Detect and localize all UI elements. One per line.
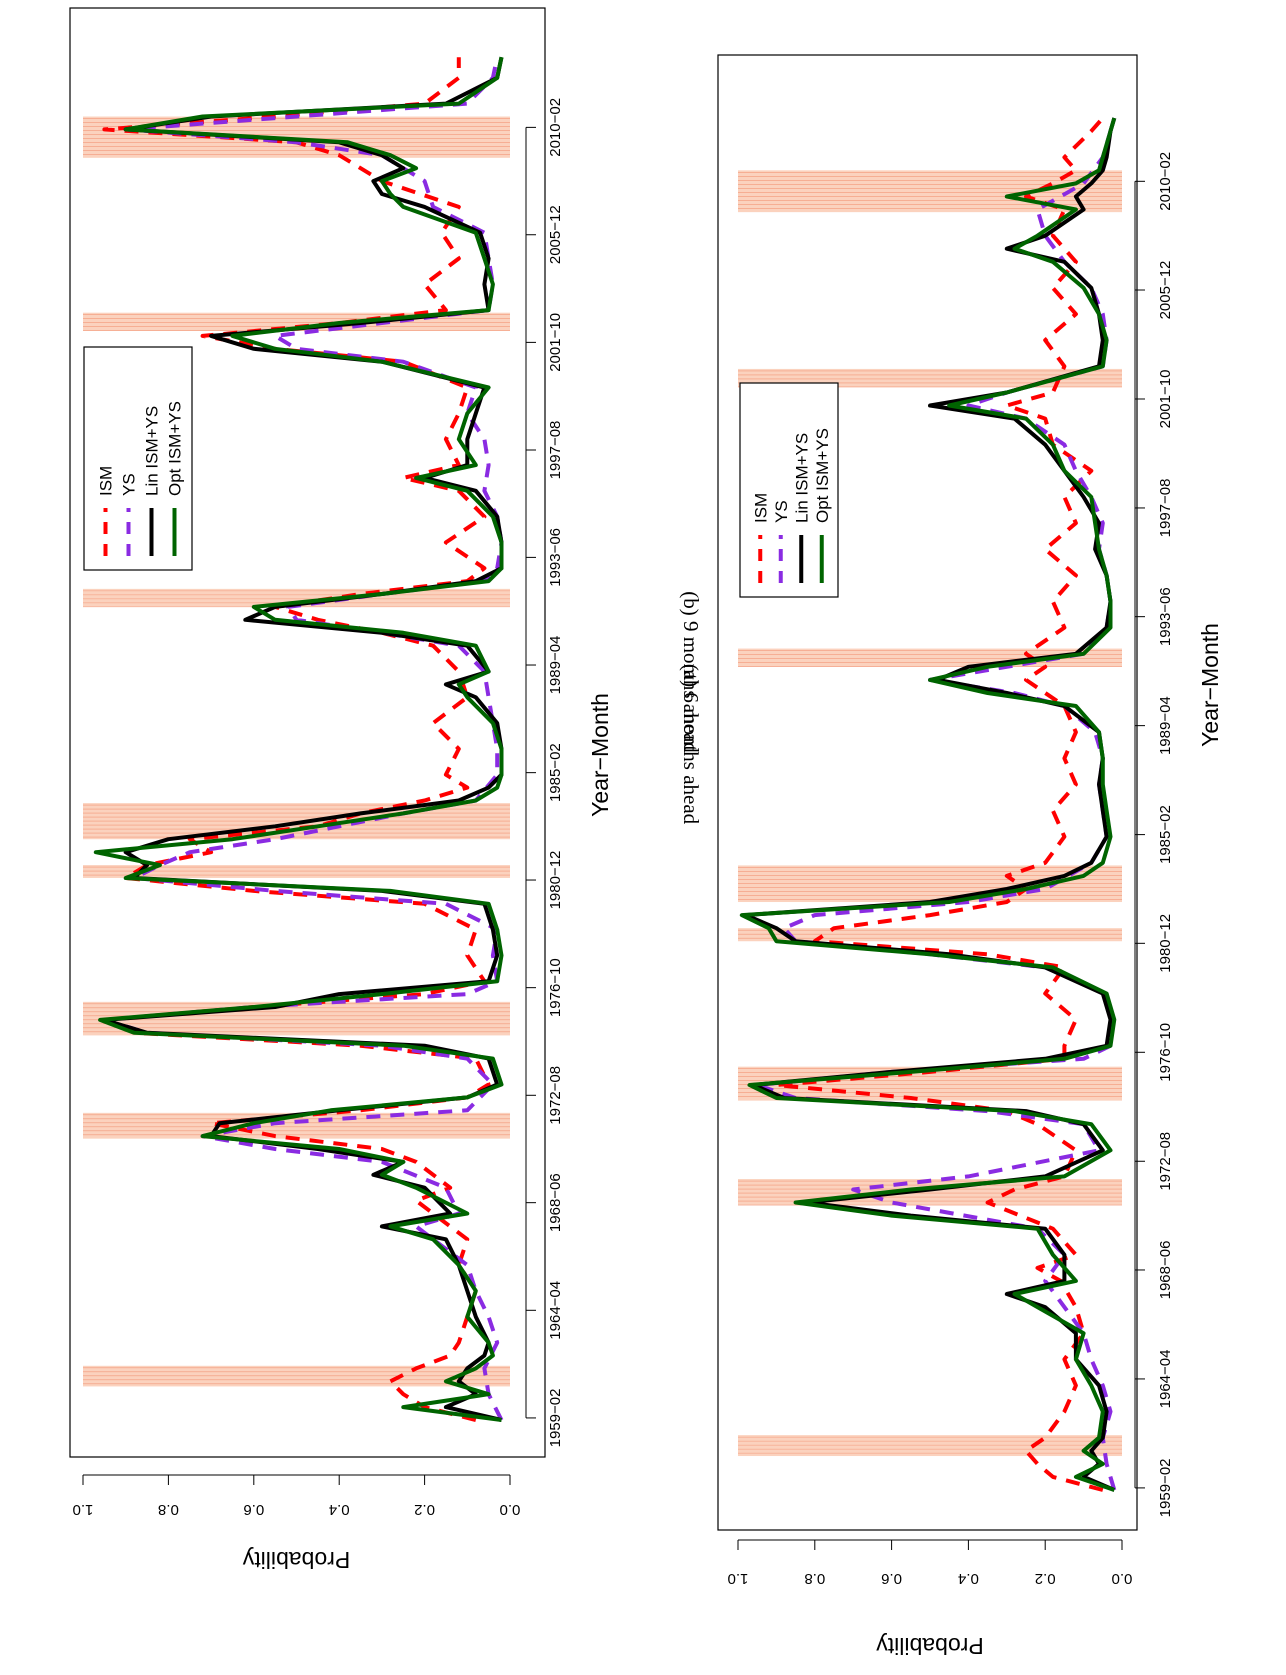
- chart-6-months: 1959−02 1964−04 1968−06 1972−08 1976−10 1980−…: [69, 7, 613, 1573]
- y-tick-label: 0.6: [243, 1501, 264, 1518]
- x-tick-label: 1993−06: [1157, 587, 1174, 646]
- x-tick-label: 1959−02: [1157, 1458, 1174, 1517]
- x-tick-label: 1989−04: [1157, 696, 1174, 755]
- legend-label: Opt ISM+YS: [166, 401, 185, 496]
- recession-band-fill: [83, 1001, 510, 1036]
- recession-band: [83, 1365, 510, 1387]
- x-axis-title: Year−Month: [1197, 623, 1223, 747]
- recession-band: [738, 865, 1122, 903]
- panel-a-caption: (a) 6 months ahead: [679, 664, 703, 825]
- y-tick-label: 0.4: [958, 1570, 979, 1587]
- series-line: [93, 56, 504, 1422]
- legend: ISM YS Lin ISM+YS Opt ISM+YS: [739, 382, 839, 598]
- legend-label: Opt ISM+YS: [813, 428, 832, 523]
- x-tick-label: 1997−08: [547, 421, 564, 480]
- x-tick-label: 1968−06: [547, 1173, 564, 1232]
- x-tick-label: 2010−02: [1157, 152, 1174, 211]
- series-line: [739, 117, 1117, 1492]
- y-tick-label: 0.0: [500, 1501, 521, 1518]
- y-tick-label: 0.8: [158, 1501, 179, 1518]
- x-tick-label: 1985−02: [547, 743, 564, 802]
- legend-label: Lin ISM+YS: [143, 406, 162, 496]
- chart-9-months: 1959−02 1964−04 1968−06 1972−08 1976−10 1980−…: [717, 54, 1223, 1659]
- x-tick-label: 1980−12: [1157, 914, 1174, 973]
- legend-label: ISM: [751, 493, 770, 523]
- x-tick-label: 2001−10: [547, 313, 564, 372]
- recession-band-fill: [83, 1365, 510, 1387]
- x-tick-label: 1964−04: [1157, 1350, 1174, 1409]
- series-line: [102, 56, 504, 1421]
- x-tick-label: 1989−04: [547, 636, 564, 695]
- x-tick-label: 1976−10: [547, 958, 564, 1017]
- x-tick-label: 1968−06: [1157, 1241, 1174, 1300]
- y-tick-label: 0.4: [329, 1501, 350, 1518]
- x-tick-label: 1980−12: [547, 851, 564, 910]
- y-tick-label: 0.0: [1112, 1570, 1133, 1587]
- legend-label: YS: [120, 473, 139, 496]
- y-tick-label: 0.6: [881, 1570, 902, 1587]
- x-tick-label: 1985−02: [1157, 805, 1174, 864]
- x-tick-label: 1976−10: [1157, 1023, 1174, 1082]
- x-tick-label: 2005−12: [1157, 261, 1174, 320]
- series-line: [102, 57, 491, 1422]
- x-tick-label: 1972−08: [1157, 1132, 1174, 1191]
- recession-band-fill: [83, 865, 510, 878]
- x-tick-label: 1993−06: [547, 528, 564, 587]
- plot-frame: [69, 7, 546, 1458]
- x-tick-label: 2010−02: [547, 98, 564, 157]
- legend-label: YS: [772, 500, 791, 523]
- x-tick-label: 1997−08: [1157, 479, 1174, 538]
- x-tick-label: 2005−12: [547, 205, 564, 264]
- series-line: [102, 56, 504, 1422]
- recession-band: [738, 1435, 1122, 1457]
- series-line: [743, 117, 1117, 1492]
- recession-band-fill: [738, 1435, 1122, 1457]
- panel-b-caption: (b) 9 months ahead: [679, 591, 703, 753]
- recession-band: [738, 928, 1122, 942]
- y-tick-label: 0.8: [804, 1570, 825, 1587]
- x-tick-label: 1972−08: [547, 1066, 564, 1125]
- series-line: [774, 116, 1105, 1492]
- x-tick-label: 1964−04: [547, 1281, 564, 1340]
- y-tick-label: 1.0: [73, 1501, 94, 1518]
- y-tick-label: 1.0: [728, 1570, 749, 1587]
- x-axis-title: Year−Month: [587, 693, 613, 817]
- recession-band: [83, 1112, 510, 1139]
- y-tick-label: 0.2: [414, 1501, 435, 1518]
- y-tick-label: 0.2: [1035, 1570, 1056, 1587]
- recession-band: [83, 116, 510, 158]
- y-axis-title: Probability: [876, 1633, 984, 1659]
- plot-frame: [717, 54, 1138, 1531]
- x-tick-label: 1959−02: [547, 1389, 564, 1448]
- recession-band: [83, 803, 510, 840]
- x-tick-label: 2001−10: [1157, 370, 1174, 429]
- legend-label: ISM: [97, 466, 116, 496]
- legend-label: Lin ISM+YS: [792, 433, 811, 523]
- recession-band: [83, 865, 510, 878]
- legend: ISM YS Lin ISM+YS Opt ISM+YS: [83, 346, 193, 571]
- y-axis-title: Probability: [242, 1547, 350, 1573]
